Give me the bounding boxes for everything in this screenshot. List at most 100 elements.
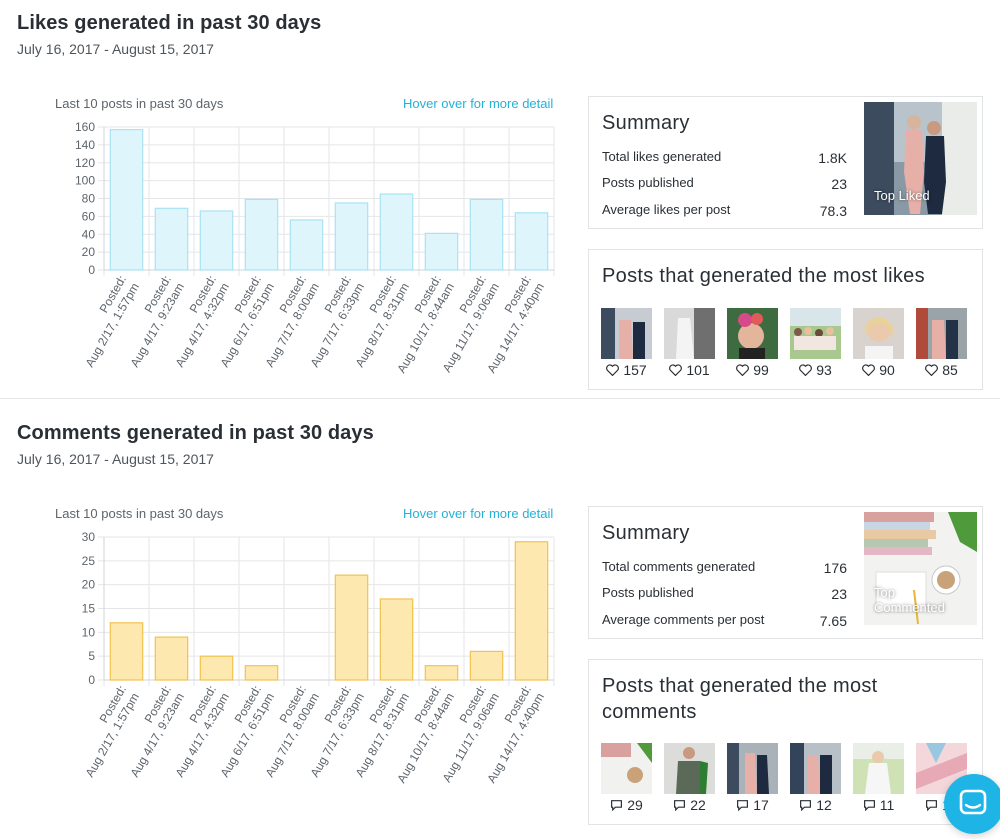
y-tick-label: 20	[82, 578, 96, 592]
comment-icon	[863, 800, 875, 811]
bar[interactable]	[109, 129, 144, 271]
bar[interactable]	[469, 198, 504, 271]
top-commented-photo[interactable]: Top Commented	[864, 512, 977, 625]
top-commented-post-1[interactable]: 29	[601, 743, 652, 813]
like-count: 99	[753, 362, 769, 378]
total-comments-value: 176	[823, 560, 847, 576]
y-tick-label: 100	[75, 174, 95, 188]
bar[interactable]	[379, 193, 414, 271]
comment-icon	[674, 800, 686, 811]
bar[interactable]	[334, 574, 369, 681]
bar[interactable]	[289, 219, 324, 271]
top-liked-photo[interactable]: Top Liked	[864, 102, 977, 215]
comments-summary-card: Summary Total comments generated 176 Pos…	[588, 506, 983, 639]
total-comments-label: Total comments generated	[602, 559, 756, 574]
post-thumbnail	[916, 308, 967, 359]
y-tick-label: 15	[82, 602, 96, 616]
chat-launcher-button[interactable]	[944, 774, 1000, 834]
post-thumbnail	[664, 308, 715, 359]
comment-count: 29	[627, 797, 643, 813]
top-commented-post-2[interactable]: 22	[664, 743, 715, 813]
bar[interactable]	[154, 636, 189, 681]
bar[interactable]	[424, 665, 459, 681]
likes-section: Likes generated in past 30 days July 16,…	[0, 0, 1000, 399]
comments-top-posts-card: Posts that generated the most comments 2…	[588, 659, 983, 825]
top-liked-post-2[interactable]: 101	[664, 308, 715, 378]
comment-icon	[800, 800, 812, 811]
avg-comments-label: Average comments per post	[602, 612, 765, 627]
post-thumbnail	[790, 743, 841, 794]
post-thumbnail	[727, 743, 778, 794]
y-tick-label: 80	[82, 192, 96, 206]
post-thumbnail	[601, 308, 652, 359]
top-commented-post-4[interactable]: 12	[790, 743, 841, 813]
y-tick-label: 160	[75, 120, 95, 134]
bar[interactable]	[334, 202, 369, 271]
comment-icon	[926, 800, 938, 811]
like-count: 85	[942, 362, 958, 378]
likes-summary-card: Summary Total likes generated 1.8K Posts…	[588, 96, 983, 229]
bar[interactable]	[109, 622, 144, 681]
likes-top-posts-card: Posts that generated the most likes 157 …	[588, 249, 983, 390]
likes-section-title: Likes generated in past 30 days	[17, 12, 322, 34]
likes-summary-title: Summary	[602, 112, 690, 134]
bar[interactable]	[379, 598, 414, 681]
post-thumbnail	[853, 743, 904, 794]
y-tick-label: 40	[82, 227, 96, 241]
post-thumbnail	[853, 308, 904, 359]
heart-icon	[736, 364, 750, 376]
post-thumbnail	[916, 743, 967, 794]
bar[interactable]	[199, 210, 234, 271]
top-commented-post-5[interactable]: 11	[853, 743, 904, 813]
total-likes-label: Total likes generated	[602, 149, 722, 164]
comments-section-title: Comments generated in past 30 days	[17, 422, 374, 444]
bar[interactable]	[244, 665, 279, 681]
heart-icon	[925, 364, 939, 376]
comments-posts-published-label: Posts published	[602, 585, 694, 600]
bar[interactable]	[514, 541, 549, 681]
comments-hover-hint[interactable]: Hover over for more detail	[403, 506, 554, 521]
comments-top-posts-title: Posts that generated the most comments	[602, 675, 878, 723]
post-thumbnail	[790, 308, 841, 359]
top-liked-post-3[interactable]: 99	[727, 308, 778, 378]
bar[interactable]	[154, 207, 189, 271]
chat-icon	[959, 789, 987, 815]
comments-posts-published-value: 23	[831, 586, 847, 602]
likes-chart-caption: Last 10 posts in past 30 days	[55, 96, 224, 111]
post-thumbnail	[727, 308, 778, 359]
bar[interactable]	[244, 198, 279, 271]
heart-icon	[799, 364, 813, 376]
likes-date-range: July 16, 2017 - August 15, 2017	[17, 41, 214, 57]
comment-count: 17	[753, 797, 769, 813]
avg-comments-value: 7.65	[819, 613, 847, 629]
post-thumbnail	[664, 743, 715, 794]
y-tick-label: 0	[88, 263, 95, 277]
y-tick-label: 140	[75, 138, 95, 152]
post-thumbnail	[601, 743, 652, 794]
top-liked-post-6[interactable]: 85	[916, 308, 967, 378]
like-count: 90	[879, 362, 895, 378]
top-commented-post-3[interactable]: 17	[727, 743, 778, 813]
comment-icon	[737, 800, 749, 811]
comment-count: 22	[690, 797, 706, 813]
likes-top-posts-title: Posts that generated the most likes	[602, 265, 925, 287]
y-tick-label: 60	[82, 209, 96, 223]
like-count: 93	[816, 362, 832, 378]
bar[interactable]	[424, 232, 459, 271]
heart-icon	[862, 364, 876, 376]
bar[interactable]	[514, 212, 549, 271]
top-commented-label: Top Commented	[874, 585, 945, 615]
top-liked-post-1[interactable]: 157	[601, 308, 652, 378]
top-commented-post-6[interactable]: 10	[916, 743, 967, 813]
bar[interactable]	[199, 655, 234, 681]
heart-icon	[669, 364, 683, 376]
y-tick-label: 0	[88, 673, 95, 687]
likes-hover-hint[interactable]: Hover over for more detail	[403, 96, 554, 111]
top-liked-post-4[interactable]: 93	[790, 308, 841, 378]
bar[interactable]	[469, 650, 504, 681]
y-tick-label: 25	[82, 554, 96, 568]
top-liked-post-5[interactable]: 90	[853, 308, 904, 378]
comments-chart-caption: Last 10 posts in past 30 days	[55, 506, 224, 521]
